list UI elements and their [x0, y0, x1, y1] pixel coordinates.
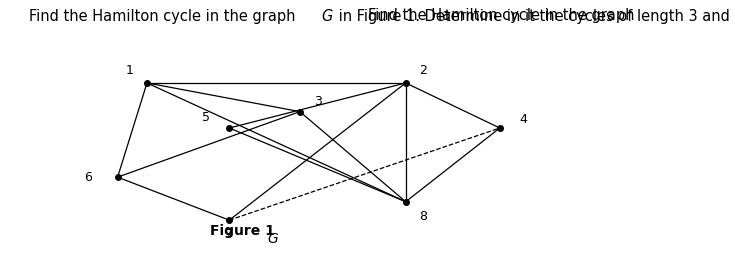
Text: Figure 1: Figure 1: [210, 224, 275, 238]
Text: 3: 3: [314, 95, 321, 108]
Text: 5: 5: [202, 111, 209, 124]
Text: Find the Hamilton cycle in the graph: Find the Hamilton cycle in the graph: [368, 8, 639, 23]
Text: 2: 2: [420, 64, 427, 77]
Text: Find the Hamilton cycle in the graph: Find the Hamilton cycle in the graph: [29, 9, 301, 24]
Text: 7: 7: [226, 228, 233, 241]
Text: 6: 6: [85, 171, 92, 184]
Text: $G$: $G$: [268, 232, 279, 246]
Text: 4: 4: [520, 113, 527, 126]
Text: in Figure 1. Determine in it the cycles of length 3 and 4.: in Figure 1. Determine in it the cycles …: [334, 9, 735, 24]
Text: 8: 8: [420, 210, 427, 222]
Text: 1: 1: [126, 64, 133, 77]
Text: $G$: $G$: [321, 8, 334, 24]
